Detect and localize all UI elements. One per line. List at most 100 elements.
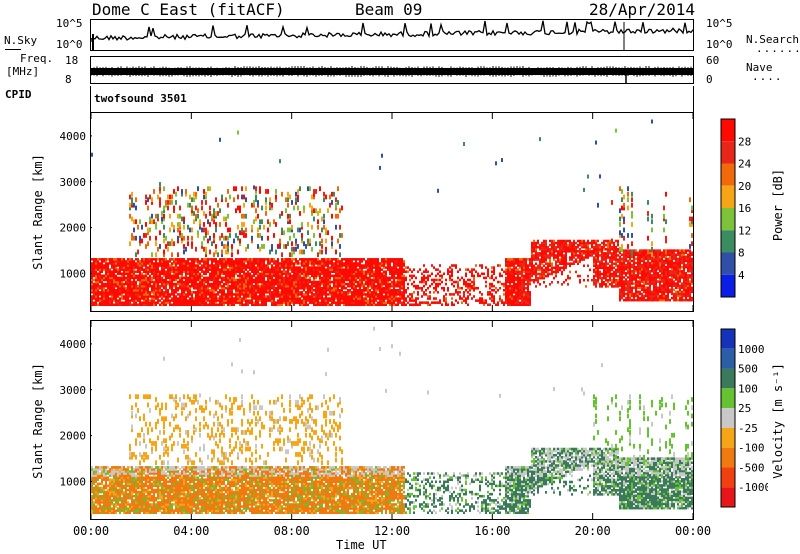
range-cell xyxy=(369,293,371,296)
range-cell xyxy=(175,260,177,263)
range-cell xyxy=(217,293,219,296)
range-cell xyxy=(339,268,341,271)
range-cell xyxy=(425,293,427,296)
range-cell xyxy=(165,258,167,261)
range-cell xyxy=(319,268,321,271)
range-cell xyxy=(215,224,217,230)
range-cell xyxy=(109,291,111,294)
range-cell xyxy=(527,258,529,261)
range-cell xyxy=(213,276,215,280)
range-cell xyxy=(269,293,271,296)
range-cell xyxy=(387,299,389,302)
range-cell xyxy=(557,258,559,261)
range-cell xyxy=(241,301,243,304)
range-cell xyxy=(265,200,267,205)
range-cell xyxy=(91,291,93,294)
range-cell xyxy=(355,297,357,300)
range-cell xyxy=(297,291,299,294)
range-cell xyxy=(527,268,529,271)
range-cell xyxy=(401,264,403,267)
range-cell xyxy=(527,266,529,269)
range-cell xyxy=(133,266,135,269)
range-cell xyxy=(359,284,361,288)
range-cell xyxy=(367,264,369,267)
range-cell xyxy=(127,301,129,304)
range-cell xyxy=(293,266,295,269)
range-cell xyxy=(257,244,259,249)
range-cell xyxy=(317,224,319,230)
range-cell xyxy=(157,270,159,273)
range-cell xyxy=(291,297,293,300)
range-cell xyxy=(143,286,145,290)
range-cell xyxy=(323,191,325,197)
range-cell xyxy=(355,278,357,282)
range-cell xyxy=(305,301,307,304)
range-cell xyxy=(231,289,233,292)
range-cell xyxy=(557,256,559,259)
range-cell xyxy=(451,272,453,276)
range-cell xyxy=(237,299,239,302)
range-cell xyxy=(291,293,293,296)
range-cell xyxy=(531,252,533,255)
range-cell xyxy=(339,297,341,300)
range-cell xyxy=(223,301,225,304)
range-cell xyxy=(193,274,195,278)
range-cell xyxy=(517,258,519,261)
range-cell xyxy=(209,235,211,241)
range-cell xyxy=(243,278,245,282)
range-cell xyxy=(387,266,389,269)
range-cell xyxy=(205,249,207,255)
range-cell xyxy=(157,299,159,302)
range-cell xyxy=(517,272,519,276)
range-cell xyxy=(265,264,267,267)
range-cell xyxy=(229,270,231,273)
range-cell xyxy=(347,291,349,294)
range-cell xyxy=(321,297,323,300)
range-cell xyxy=(367,293,369,296)
range-cell xyxy=(317,282,319,286)
range-cell xyxy=(207,219,209,225)
range-cell xyxy=(113,284,115,288)
range-cell xyxy=(105,303,107,306)
range-cell xyxy=(273,278,275,282)
range-cell xyxy=(105,272,107,276)
range-cell xyxy=(243,233,245,238)
range-cell xyxy=(181,297,183,300)
range-cell xyxy=(563,266,565,270)
range-cell xyxy=(213,301,215,304)
range-cell xyxy=(515,293,517,296)
range-cell xyxy=(515,284,517,288)
range-cell xyxy=(525,299,527,302)
range-cell xyxy=(301,238,303,244)
range-cell xyxy=(173,224,175,230)
range-cell xyxy=(481,301,483,304)
range-cell xyxy=(295,278,297,282)
range-cell xyxy=(255,286,257,290)
range-cell xyxy=(257,233,259,238)
range-cell xyxy=(343,258,345,261)
range-cell xyxy=(261,289,263,292)
range-cell xyxy=(165,272,167,276)
range-cell xyxy=(191,274,193,278)
range-cell xyxy=(137,289,139,292)
range-cell xyxy=(237,266,239,269)
range-cell xyxy=(91,278,93,282)
range-cell xyxy=(503,282,505,286)
range-cell xyxy=(551,270,553,274)
range-cell xyxy=(557,241,559,245)
range-cell xyxy=(215,270,217,273)
range-cell xyxy=(515,301,517,304)
range-cell xyxy=(121,274,123,278)
range-cell xyxy=(347,276,349,280)
range-cell xyxy=(179,299,181,302)
range-cell xyxy=(447,268,449,271)
range-cell xyxy=(121,266,123,269)
range-cell xyxy=(193,260,195,263)
range-cell xyxy=(193,297,195,300)
range-cell xyxy=(225,262,227,265)
range-cell xyxy=(403,282,405,286)
range-cell xyxy=(269,291,271,294)
range-cell xyxy=(189,280,191,284)
range-cell xyxy=(513,297,515,300)
range-cell xyxy=(455,291,457,294)
